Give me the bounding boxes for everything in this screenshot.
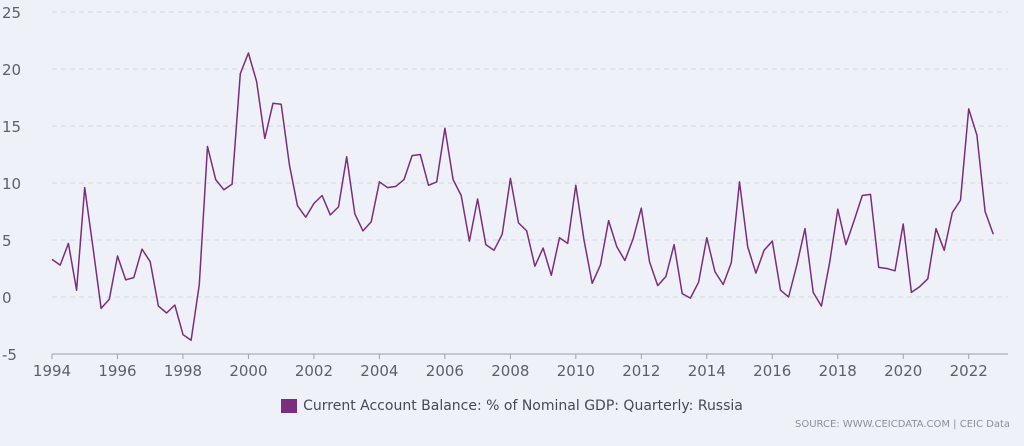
x-tick-label: 2012 <box>622 362 660 380</box>
x-tick-label: 1998 <box>164 362 202 380</box>
y-tick-label: 10 <box>2 175 21 193</box>
x-tick-label: 2022 <box>950 362 988 380</box>
legend-swatch <box>281 399 298 413</box>
y-tick-label: 20 <box>2 61 21 79</box>
y-tick-label: 15 <box>2 118 21 136</box>
x-tick-label: 2020 <box>884 362 922 380</box>
x-tick-label: 1994 <box>33 362 71 380</box>
x-tick-label: 2018 <box>819 362 857 380</box>
x-tick-label: 2010 <box>557 362 595 380</box>
y-tick-label: -5 <box>2 346 17 364</box>
y-tick-label: 5 <box>2 232 12 250</box>
x-tick-label: 2016 <box>753 362 791 380</box>
source-note: SOURCE: WWW.CEICDATA.COM | CEIC Data <box>794 419 1010 430</box>
x-tick-label: 2008 <box>491 362 529 380</box>
x-tick-label: 2014 <box>688 362 726 380</box>
series-line <box>51 52 995 342</box>
legend-label: Current Account Balance: % of Nominal GD… <box>303 398 743 414</box>
y-tick-label: 0 <box>2 289 12 307</box>
legend[interactable]: Current Account Balance: % of Nominal GD… <box>0 398 1024 414</box>
x-tick-label: 2000 <box>229 362 267 380</box>
x-tick-label: 2002 <box>295 362 333 380</box>
x-tick-label: 2004 <box>360 362 398 380</box>
y-tick-label: 25 <box>2 4 21 22</box>
x-tick-label: 2006 <box>426 362 464 380</box>
x-tick-label: 1996 <box>98 362 136 380</box>
